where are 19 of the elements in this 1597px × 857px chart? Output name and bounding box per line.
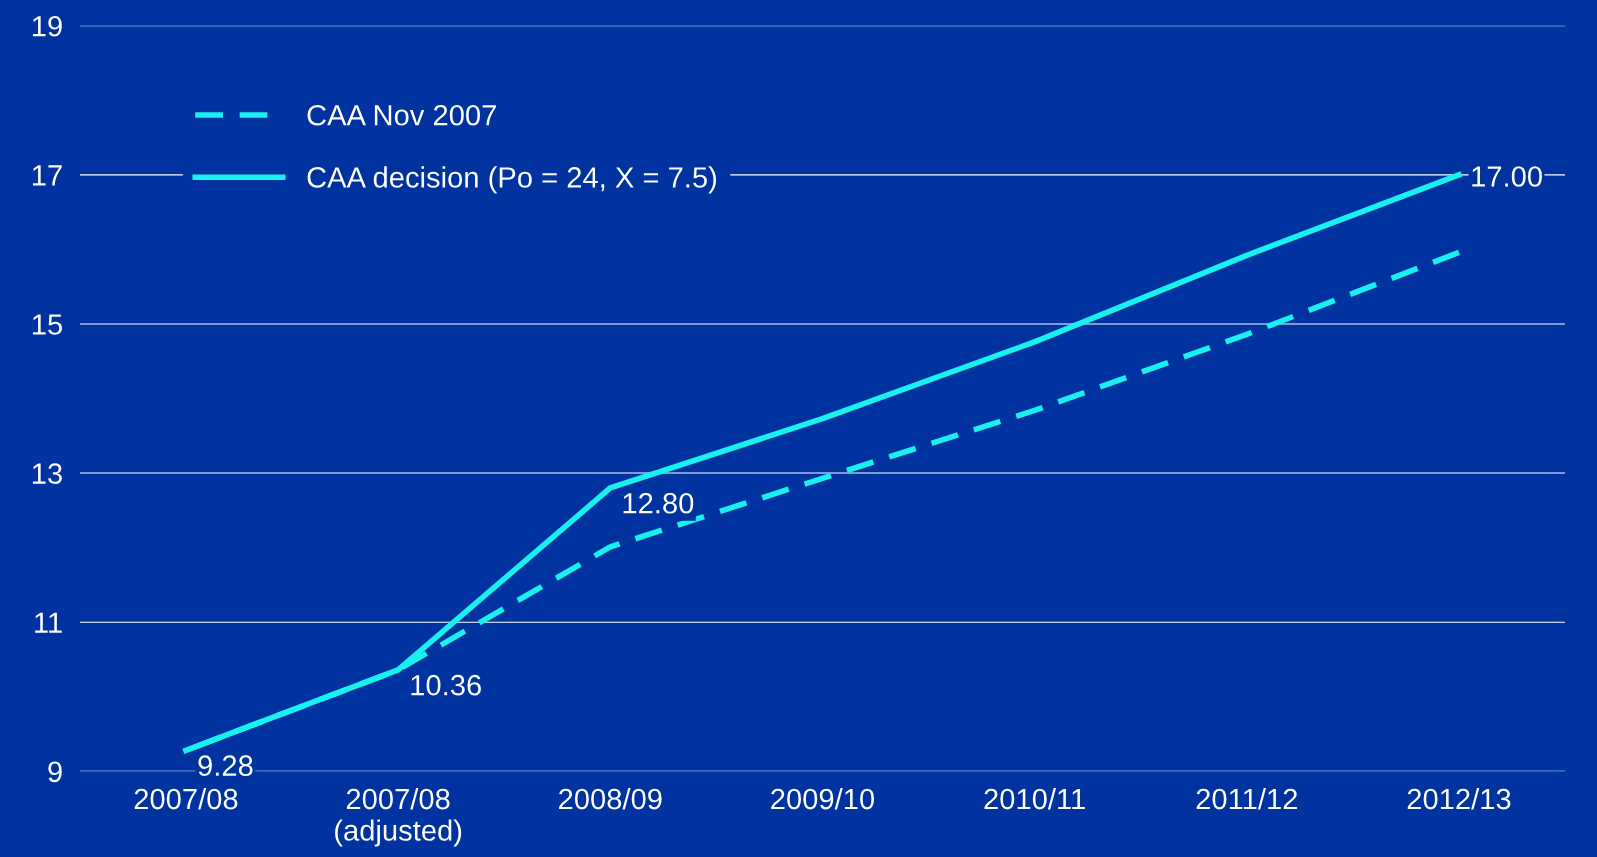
data-label: 17.00 (1472, 166, 1542, 187)
x-tick-label: 2007/08 (adjusted) (335, 787, 462, 847)
x-tick-label: 2011/12 (1196, 787, 1297, 810)
data-label: 9.28 (198, 755, 253, 777)
y-tick-label: 13 (32, 463, 62, 484)
x-tick-label: 2009/10 (771, 787, 875, 810)
legend-label: CAA decision (Po = 24, X = 7.5) (307, 166, 717, 194)
x-tick-label: 2010/11 (984, 787, 1085, 810)
y-tick-label: 15 (32, 314, 62, 335)
x-tick-label: 2007/08 (134, 787, 238, 810)
data-label: 10.36 (411, 674, 481, 696)
y-tick-label: 19 (32, 15, 62, 37)
x-tick-label: 2008/09 (559, 787, 662, 810)
legend-label: CAA Nov 2007 (307, 104, 496, 126)
x-tick-label: 2012/13 (1407, 787, 1511, 810)
y-tick-label: 17 (32, 165, 62, 186)
y-tick-label: 9 (48, 761, 62, 783)
y-tick-label: 11 (35, 612, 62, 633)
data-label: 12.80 (623, 492, 694, 514)
